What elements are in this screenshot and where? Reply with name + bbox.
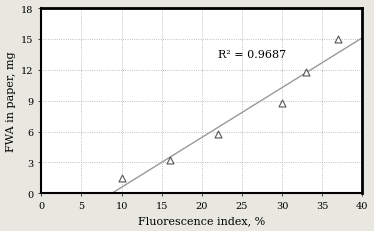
X-axis label: Fluorescence index, %: Fluorescence index, % <box>138 216 266 225</box>
Point <box>279 101 285 105</box>
Point <box>119 176 125 180</box>
Point <box>215 132 221 136</box>
Point <box>335 38 341 42</box>
Y-axis label: FWA in paper, mg: FWA in paper, mg <box>6 51 16 151</box>
Point <box>303 71 309 74</box>
Text: R² = 0.9687: R² = 0.9687 <box>218 50 286 60</box>
Point <box>167 159 173 162</box>
